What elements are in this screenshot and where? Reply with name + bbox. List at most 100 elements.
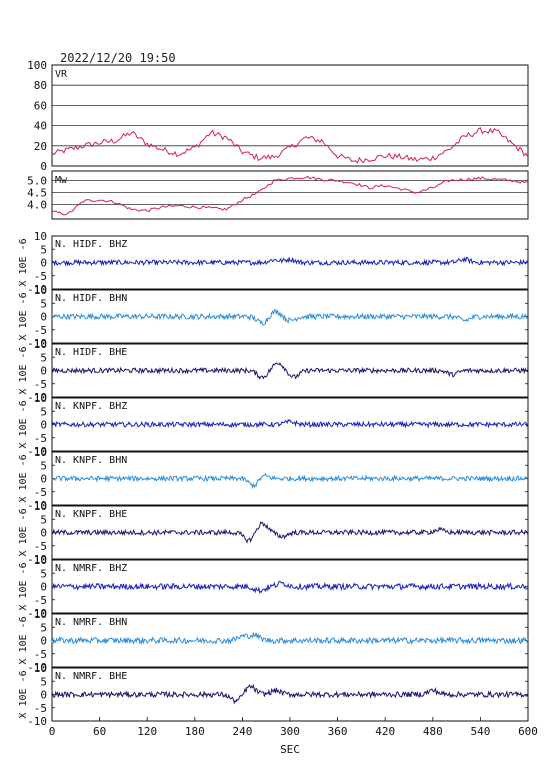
waveform-line bbox=[51, 309, 529, 326]
y-tick-label: 0 bbox=[40, 160, 47, 173]
y-tick-label: 4.5 bbox=[27, 187, 47, 200]
y-tick-label: -5 bbox=[34, 702, 47, 715]
series-line bbox=[51, 127, 529, 164]
y-tick-label: 0 bbox=[40, 689, 47, 702]
y-tick-label: 0 bbox=[40, 365, 47, 378]
waveform-line bbox=[51, 256, 529, 267]
trace-label: N. NMRF. BHE bbox=[55, 671, 127, 682]
waveform-line bbox=[51, 472, 529, 490]
trace-label: N. KNPF. BHN bbox=[55, 455, 127, 466]
y-axis-label: X 10E -6 bbox=[18, 292, 29, 340]
y-tick-label: 5 bbox=[40, 459, 47, 472]
y-tick-label: 20 bbox=[34, 140, 47, 153]
y-tick-label: -5 bbox=[34, 486, 47, 499]
trace-label: N. NMRF. BHN bbox=[55, 617, 127, 628]
y-tick-label: -10 bbox=[27, 337, 47, 350]
y-tick-label: 10 bbox=[34, 446, 47, 459]
y-tick-label: 5 bbox=[40, 351, 47, 364]
y-tick-label: -10 bbox=[27, 553, 47, 566]
trace-label: N. KNPF. BHE bbox=[55, 509, 127, 520]
y-tick-label: -5 bbox=[34, 378, 47, 391]
y-tick-label: 5 bbox=[40, 243, 47, 256]
panel-frame bbox=[51, 64, 529, 167]
y-axis-label: X 10E -6 bbox=[18, 454, 29, 502]
panel-label: Mw bbox=[55, 175, 68, 186]
y-tick-label: 5 bbox=[40, 405, 47, 418]
panel-frame bbox=[51, 505, 529, 560]
y-axis-label: X 10E -6 bbox=[18, 346, 29, 394]
waveform-line bbox=[51, 418, 529, 429]
y-tick-label: 10 bbox=[34, 284, 47, 297]
series-line bbox=[51, 175, 529, 216]
y-tick-label: -5 bbox=[34, 324, 47, 337]
y-tick-label: -5 bbox=[34, 648, 47, 661]
x-tick-label: 240 bbox=[232, 725, 252, 738]
trace-label: N. KNPF. BHZ bbox=[55, 401, 127, 412]
y-tick-label: 5 bbox=[40, 513, 47, 526]
x-tick-label: 420 bbox=[375, 725, 395, 738]
panel-mw: 5.04.54.0 Mw bbox=[27, 170, 529, 220]
y-tick-label: 0 bbox=[40, 311, 47, 324]
x-tick-label: 180 bbox=[185, 725, 205, 738]
y-tick-label: 10 bbox=[34, 662, 47, 675]
y-tick-label: -10 bbox=[27, 391, 47, 404]
waveform-line bbox=[51, 683, 529, 705]
y-tick-label: -5 bbox=[34, 540, 47, 553]
y-axis-label: X 10E -6 bbox=[18, 508, 29, 556]
panel-frame bbox=[51, 559, 529, 614]
y-tick-label: 10 bbox=[34, 230, 47, 243]
x-axis: 0 60 120 180 240 300 360 420 480 540 600 SEC bbox=[49, 717, 538, 756]
trace-label: N. HIDF. BHN bbox=[55, 293, 127, 304]
x-tick-label: 0 bbox=[49, 725, 56, 738]
y-tick-label: 60 bbox=[34, 99, 47, 112]
y-tick-label: -5 bbox=[34, 270, 47, 283]
y-axis-label: X 10E -6 bbox=[18, 562, 29, 610]
y-tick-label: 10 bbox=[34, 500, 47, 513]
y-axis-label: X 10E -6 bbox=[18, 238, 29, 286]
y-tick-label: 10 bbox=[34, 608, 47, 621]
y-tick-label: 0 bbox=[40, 257, 47, 270]
x-tick-label: 300 bbox=[280, 725, 300, 738]
y-tick-label: -10 bbox=[27, 499, 47, 512]
y-tick-label: 5 bbox=[40, 567, 47, 580]
y-tick-label: 0 bbox=[40, 635, 47, 648]
y-tick-label: 0 bbox=[40, 581, 47, 594]
y-tick-label: 5 bbox=[40, 297, 47, 310]
panel-vr: 100 80 60 40 20 0 VR bbox=[27, 59, 529, 173]
y-axis-label: X 10E -6 bbox=[18, 616, 29, 664]
y-tick-label: 40 bbox=[34, 120, 47, 133]
y-tick-label: -5 bbox=[34, 432, 47, 445]
panel-frame bbox=[51, 343, 529, 398]
y-tick-label: -10 bbox=[27, 715, 47, 728]
x-tick-label: 360 bbox=[328, 725, 348, 738]
trace-label: N. HIDF. BHE bbox=[55, 347, 127, 358]
y-tick-label: 0 bbox=[40, 473, 47, 486]
y-tick-label: -10 bbox=[27, 445, 47, 458]
waveform-line bbox=[51, 521, 529, 544]
trace-label: N. HIDF. BHZ bbox=[55, 239, 127, 250]
y-tick-label: 100 bbox=[27, 59, 47, 72]
y-tick-label: 5 bbox=[40, 621, 47, 634]
x-tick-label: 480 bbox=[423, 725, 443, 738]
x-axis-label: SEC bbox=[280, 743, 300, 756]
timestamp: 2022/12/20 19:50 bbox=[60, 51, 176, 65]
y-tick-label: 10 bbox=[34, 338, 47, 351]
y-tick-label: -10 bbox=[27, 661, 47, 674]
waveform-line bbox=[51, 632, 529, 646]
x-tick-label: 540 bbox=[470, 725, 490, 738]
waveform-line bbox=[51, 361, 529, 380]
y-tick-label: 5 bbox=[40, 675, 47, 688]
x-tick-label: 120 bbox=[137, 725, 157, 738]
x-tick-label: 600 bbox=[518, 725, 538, 738]
